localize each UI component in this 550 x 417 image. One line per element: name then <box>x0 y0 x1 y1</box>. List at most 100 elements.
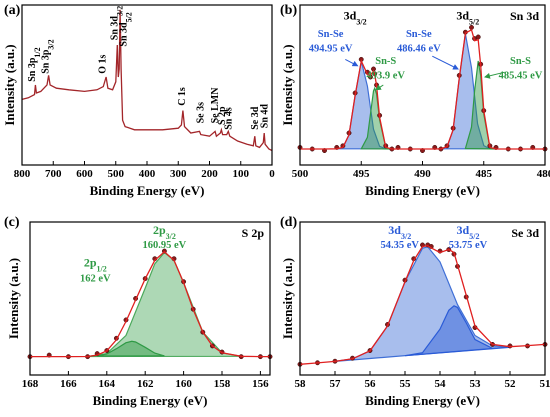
x-tick-label: 57 <box>330 378 342 390</box>
annotation: 486.46 eV <box>397 43 441 54</box>
x-tick-label: 400 <box>139 168 156 180</box>
annotation-text: Sn 3d <box>110 16 121 41</box>
x-tick-label: 600 <box>76 168 93 180</box>
annotation-text: Se 3s <box>196 102 207 124</box>
x-tick-label: 53 <box>470 378 482 390</box>
annotation-subscript: 1/2 <box>32 47 41 57</box>
annotation: Sn 3p3/2 <box>41 39 56 73</box>
curve <box>299 245 546 365</box>
x-tick-label: 700 <box>45 168 62 180</box>
x-tick-label: 300 <box>170 168 187 180</box>
panel: 168 166 164 162 160 158 156 Binding Energy (eV)… <box>4 215 273 408</box>
annotation-text: 160.95 eV <box>143 240 187 251</box>
x-tick-label: 160 <box>175 378 192 390</box>
panel-label: (b) <box>280 3 297 18</box>
curve <box>300 28 545 150</box>
annotation-text: Sn 3d <box>119 22 130 47</box>
x-tick-label: 56 <box>365 378 377 390</box>
annotation: Sn-Se <box>406 29 432 40</box>
annotation-subscript: 5/2 <box>469 17 479 26</box>
annotation-text: Sn-S <box>510 56 531 67</box>
x-tick-label: 58 <box>295 378 307 390</box>
annotation-text: Sn 3p <box>41 49 52 74</box>
annotation-text: 493.9 eV <box>367 71 406 82</box>
annotation-subscript: 1/2 <box>97 264 107 273</box>
annotation: Sn-S <box>375 56 396 67</box>
annotation: Sn 3p1/2 <box>27 47 42 81</box>
annotation-text: C 1s <box>177 87 188 106</box>
annotation-text: 3d <box>456 8 469 22</box>
x-tick-label: 490 <box>414 168 431 180</box>
annotation-text: Sn 3p <box>27 57 38 82</box>
annotation-text: Sn-S <box>375 56 396 67</box>
annotation-text: O 1s <box>98 55 109 74</box>
annotation: Sn-S <box>510 56 531 67</box>
y-axis-label: Intensity (a.u.) <box>280 258 295 339</box>
x-axis-label: Binding Energy (eV) <box>365 183 480 198</box>
panel-title: Sn 3d <box>510 9 539 23</box>
annotation-text: 2p <box>84 255 97 269</box>
annotation: 3d5/2 <box>457 223 480 241</box>
annotation: 53.75 eV <box>449 240 488 251</box>
annotation: S 2p <box>217 106 228 125</box>
annotation-arrow <box>484 71 505 79</box>
annotation: 2p1/2 <box>84 255 107 273</box>
annotation-arrow <box>345 58 359 67</box>
x-tick-label: 52 <box>505 378 517 390</box>
x-axis-label: Binding Energy (eV) <box>365 393 480 408</box>
annotation: 494.95 eV <box>309 43 353 54</box>
panel-label: (c) <box>4 215 20 230</box>
panel: 500 495 490 485 480 Binding Energy (eV) Intens… <box>280 3 550 198</box>
annotation-subscript: 3/2 <box>166 232 176 241</box>
annotation: O 1s <box>98 55 109 74</box>
x-tick-label: 164 <box>99 378 116 390</box>
annotation-text: 53.75 eV <box>449 240 488 251</box>
x-tick-label: 0 <box>269 168 275 180</box>
annotation-text: Sn-Se <box>318 29 344 40</box>
fit-component <box>87 251 242 358</box>
x-tick-label: 55 <box>400 378 412 390</box>
x-tick-label: 168 <box>22 378 39 390</box>
annotation-text: 2p <box>153 223 166 237</box>
annotation: Sn-Se <box>318 29 344 40</box>
x-tick-label: 100 <box>233 168 250 180</box>
annotation-text: 162 eV <box>80 274 111 285</box>
annotation-arrow <box>375 84 384 91</box>
plot-frame <box>21 4 273 166</box>
y-axis-label: Intensity (a.u.) <box>6 258 21 339</box>
annotation: 3d3/2 <box>344 8 367 26</box>
annotation: Se 3s <box>196 102 207 124</box>
x-tick-label: 485 <box>476 168 493 180</box>
annotation: 3d3/2 <box>388 223 411 241</box>
annotation-text: 485.45 eV <box>499 71 543 82</box>
x-tick-label: 162 <box>137 378 154 390</box>
x-tick-label: 200 <box>201 168 218 180</box>
annotation: Sn 3d3/2 <box>110 6 125 40</box>
annotation: 2p3/2 <box>153 223 176 241</box>
data-point <box>475 34 481 40</box>
fit-component <box>404 305 511 357</box>
y-axis-label: Intensity (a.u.) <box>280 44 295 125</box>
panel-title: Se 3d <box>511 226 539 240</box>
annotation-text: 3d <box>344 8 357 22</box>
annotation-text: S 2p <box>217 106 228 125</box>
annotation-subscript: 3/2 <box>115 6 124 16</box>
annotation-arrow <box>432 55 459 70</box>
x-tick-label: 500 <box>108 168 125 180</box>
annotation-text: Sn-Se <box>406 29 432 40</box>
x-axis-label: Binding Energy (eV) <box>90 183 205 198</box>
plot-frame <box>29 221 271 376</box>
panel: 800 700 600 500 400 300 200 100 0 Binding Energy … <box>2 3 275 198</box>
annotation: 160.95 eV <box>143 240 187 251</box>
annotation-subscript: 3/2 <box>356 17 366 26</box>
x-tick-label: 158 <box>214 378 231 390</box>
plot-frame <box>299 221 546 376</box>
annotation-text: Sn 4d <box>259 104 270 129</box>
panel: 58 57 56 55 54 53 52 51 Binding Energy (eV) Inten… <box>280 215 550 408</box>
x-tick-label: 54 <box>435 378 447 390</box>
x-tick-label: 166 <box>60 378 77 390</box>
panel-label: (d) <box>280 215 297 230</box>
annotation-text: 494.95 eV <box>309 43 353 54</box>
annotation-subscript: 5/2 <box>124 12 133 22</box>
